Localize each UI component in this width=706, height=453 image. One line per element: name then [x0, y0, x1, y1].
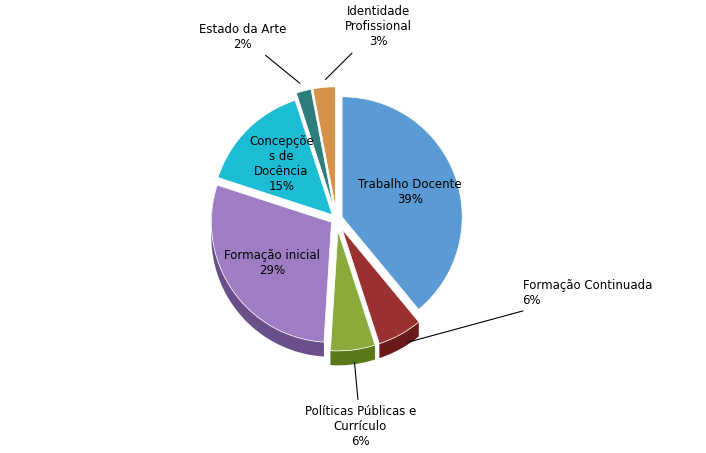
Polygon shape — [379, 322, 419, 358]
Wedge shape — [211, 185, 332, 342]
Text: Estado da Arte
2%: Estado da Arte 2% — [199, 23, 300, 83]
Text: Concepçõe
s de
Docência
15%: Concepçõe s de Docência 15% — [249, 135, 313, 193]
Text: Formação Continuada
6%: Formação Continuada 6% — [407, 280, 652, 342]
Wedge shape — [330, 231, 375, 351]
Polygon shape — [330, 345, 375, 365]
Wedge shape — [342, 97, 462, 309]
Text: Identidade
Profissional
3%: Identidade Profissional 3% — [325, 5, 412, 79]
Wedge shape — [313, 87, 335, 207]
Wedge shape — [342, 229, 419, 344]
Wedge shape — [297, 89, 333, 207]
Wedge shape — [218, 101, 333, 215]
Text: Formação inicial
29%: Formação inicial 29% — [224, 249, 320, 277]
Polygon shape — [211, 185, 324, 357]
Text: Políticas Públicas e
Currículo
6%: Políticas Públicas e Currículo 6% — [305, 362, 416, 448]
Text: Trabalho Docente
39%: Trabalho Docente 39% — [358, 178, 462, 207]
